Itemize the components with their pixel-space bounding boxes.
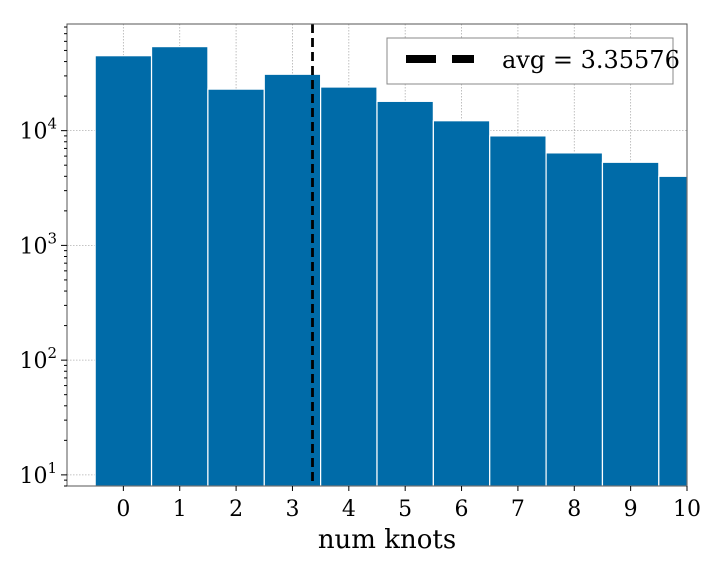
bar-2 [207, 88, 265, 487]
x-tick-label-1: 1 [173, 497, 187, 522]
legend-label: avg = 3.35576 [502, 46, 680, 74]
bar-9 [601, 161, 660, 487]
plot-frame [66, 23, 688, 487]
x-tick-label-8: 8 [567, 497, 581, 522]
x-ticks: 0 1 2 3 4 5 6 7 8 9 10 [116, 486, 701, 522]
x-tick-label-2: 2 [229, 497, 243, 522]
x-tick-label-0: 0 [116, 497, 130, 522]
bar-6 [432, 120, 491, 487]
x-tick-label-6: 6 [455, 497, 469, 522]
y-tick-label-2: 102 [19, 344, 57, 374]
x-tick-label-7: 7 [511, 497, 525, 522]
y-tick-label-3: 103 [19, 229, 57, 259]
x-tick-label-3: 3 [285, 497, 299, 522]
bar-10 [658, 175, 688, 487]
x-axis-label: num knots [318, 525, 456, 555]
x-tick-label-5: 5 [398, 497, 412, 522]
y-ticks: 101 102 103 104 [19, 26, 67, 489]
bar-7 [489, 135, 547, 487]
x-tick-label-10: 10 [673, 497, 701, 522]
bar-5 [376, 100, 434, 487]
bars [94, 46, 688, 487]
bar-8 [545, 152, 604, 487]
bar-0 [94, 55, 153, 487]
y-tick-label-1: 101 [19, 459, 57, 489]
x-tick-label-9: 9 [624, 497, 638, 522]
bar-4 [320, 86, 378, 487]
y-tick-label-4: 104 [19, 115, 57, 145]
bar-1 [150, 46, 209, 487]
x-tick-label-4: 4 [342, 497, 356, 522]
legend: avg = 3.35576 [386, 37, 680, 85]
